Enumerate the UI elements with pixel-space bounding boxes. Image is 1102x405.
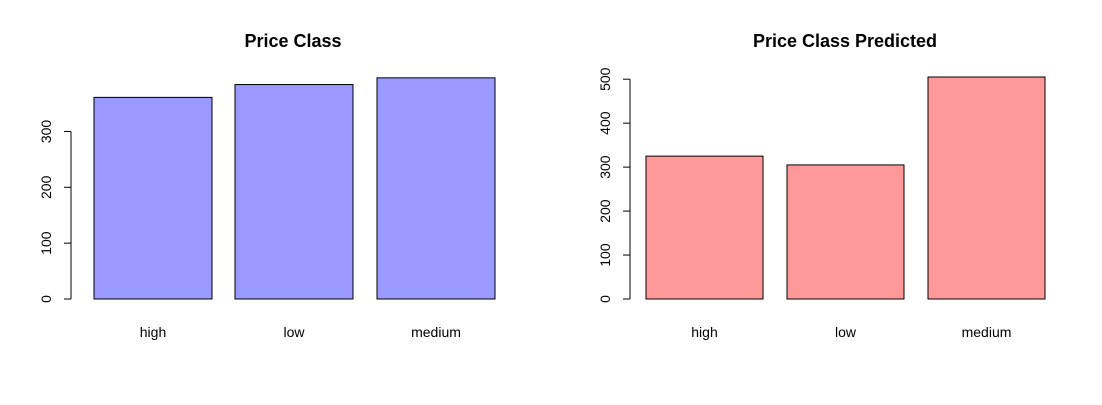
chart-panel-2: Price Class Predicted high low medium 0 100 20…	[597, 31, 1046, 340]
y-tick-label: 200	[38, 175, 54, 199]
category-label: medium	[962, 324, 1012, 340]
bar-medium	[376, 77, 496, 300]
chart-title: Price Class	[244, 31, 341, 51]
chart-title: Price Class Predicted	[753, 31, 937, 51]
bar-high	[93, 96, 213, 300]
y-tick-label: 100	[38, 231, 54, 255]
y-tick-label: 200	[597, 199, 613, 223]
bar-medium	[927, 76, 1046, 300]
bar-low	[786, 164, 905, 300]
category-label: high	[140, 324, 166, 340]
y-tick-label: 0	[597, 295, 613, 303]
y-tick-label: 500	[597, 67, 613, 91]
bar-high	[645, 155, 764, 300]
y-tick-label: 400	[597, 111, 613, 135]
category-label: low	[283, 324, 305, 340]
y-tick-label: 300	[38, 120, 54, 144]
y-tick-label: 300	[597, 155, 613, 179]
y-tick-label: 100	[597, 243, 613, 267]
category-label: medium	[411, 324, 461, 340]
chart-panel-1: Price Class high low medium 0 100 200 300	[38, 31, 496, 340]
category-label: high	[691, 324, 717, 340]
bar-low	[234, 84, 354, 300]
y-tick-label: 0	[38, 295, 54, 303]
category-label: low	[835, 324, 857, 340]
